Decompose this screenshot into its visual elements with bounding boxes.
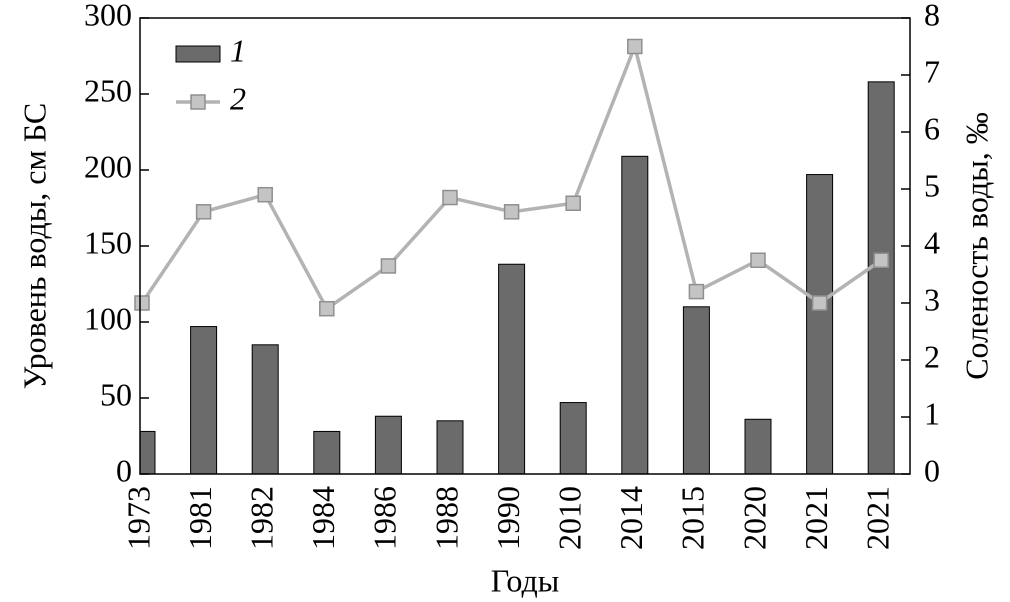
line-marker: [195, 204, 212, 220]
y-tick-label: 100: [84, 300, 132, 336]
legend-marker: [190, 94, 206, 110]
line-marker: [442, 189, 458, 206]
bar: [682, 306, 710, 474]
line-marker: [380, 258, 397, 274]
x-tick-label: 2021: [798, 486, 834, 550]
line-marker: [688, 283, 705, 300]
y2-tick-label: 0: [924, 452, 940, 488]
legend-label: 2: [230, 80, 246, 116]
bar: [744, 418, 772, 474]
line-marker: [565, 195, 581, 211]
x-tick-label: 1982: [244, 486, 280, 550]
y2-tick-label: 8: [924, 0, 940, 32]
y2-axis-label: Соленость воды, ‰: [958, 112, 994, 380]
y-tick-label: 0: [116, 452, 132, 488]
y2-tick-label: 2: [924, 338, 940, 374]
line-marker: [134, 295, 150, 311]
x-tick-label: 2021: [860, 486, 896, 550]
x-tick-label: 1988: [428, 486, 464, 550]
bar: [867, 81, 895, 474]
bar: [140, 430, 156, 474]
plot-frame: [139, 17, 911, 475]
line-marker: [750, 252, 766, 268]
line-marker: [503, 204, 520, 220]
x-tick-label: 1984: [305, 486, 341, 550]
bar: [436, 420, 464, 474]
line-marker: [257, 186, 273, 203]
bar: [806, 174, 834, 474]
line-marker: [873, 252, 889, 268]
bar: [374, 415, 402, 474]
x-tick-label: 1981: [182, 486, 218, 550]
x-tick-label: 2015: [675, 486, 711, 550]
y-tick-label: 50: [100, 376, 132, 412]
bar: [251, 344, 279, 474]
x-axis-label: Годы: [491, 562, 560, 598]
y2-tick-label: 4: [924, 224, 940, 260]
y-tick-label: 300: [84, 0, 132, 32]
x-tick-label: 2014: [613, 486, 649, 550]
bar: [621, 155, 649, 474]
y-axis-label: Уровень воды, см БС: [16, 103, 52, 389]
x-tick-label: 1986: [367, 486, 403, 550]
bar: [313, 430, 341, 474]
y2-tick-label: 7: [924, 53, 940, 89]
line-marker: [811, 295, 828, 311]
y2-tick-label: 1: [924, 395, 940, 431]
x-tick-label: 2010: [552, 486, 588, 550]
y-tick-label: 150: [84, 224, 132, 260]
line-marker: [319, 300, 335, 317]
y2-tick-label: 6: [924, 110, 940, 146]
x-tick-label: 1990: [490, 486, 526, 550]
bar: [498, 263, 526, 474]
y-tick-label: 250: [84, 72, 132, 108]
plot-area: [140, 81, 895, 474]
y2-tick-label: 3: [924, 281, 940, 317]
line-marker: [627, 38, 643, 55]
legend-label: 1: [230, 32, 246, 68]
y2-tick-label: 5: [924, 167, 940, 203]
x-tick-label: 2020: [736, 486, 772, 550]
legend-swatch: [175, 45, 221, 63]
bar: [559, 402, 587, 474]
bar: [190, 326, 218, 474]
x-tick-label: 1973: [120, 486, 156, 550]
y-tick-label: 200: [84, 148, 132, 184]
